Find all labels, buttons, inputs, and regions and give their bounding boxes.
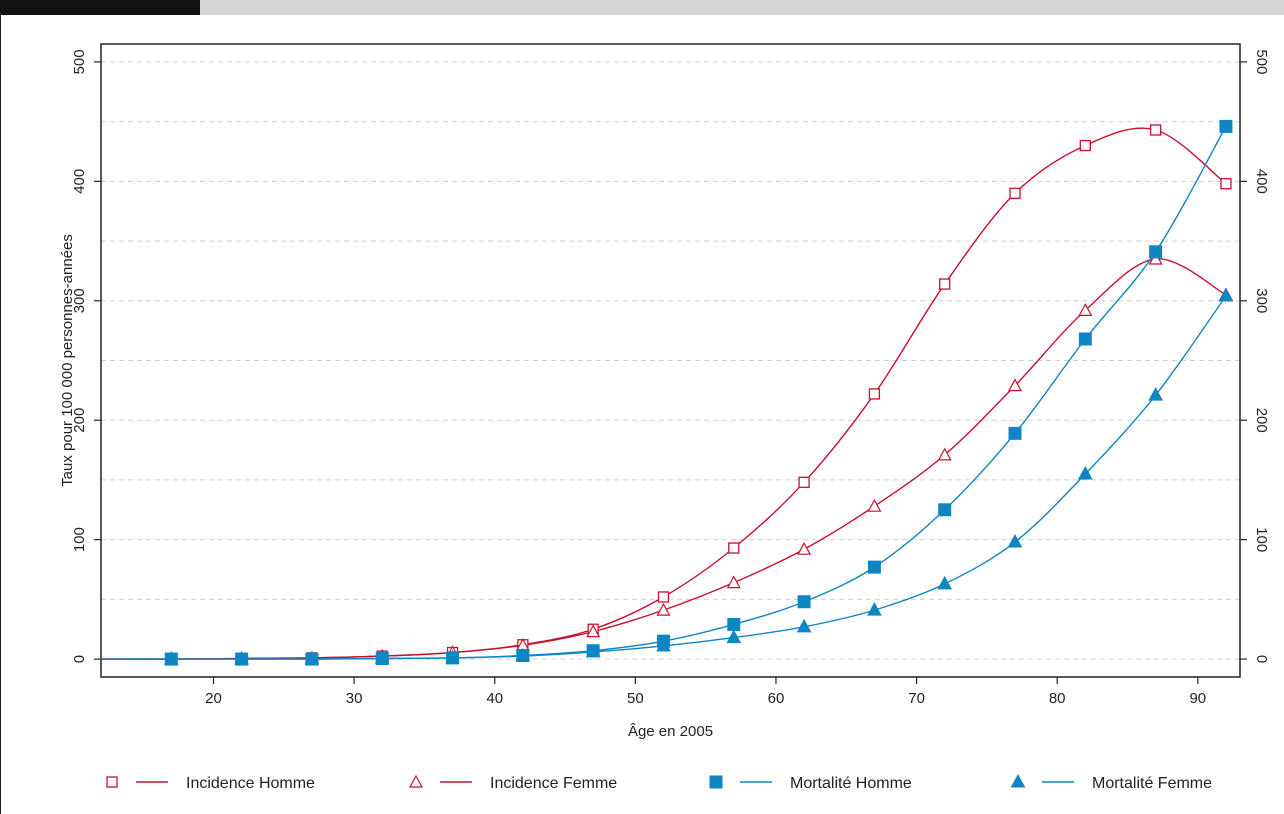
series-line-1: [100, 258, 1227, 660]
y-tick-label: 400: [71, 169, 88, 194]
data-point: [939, 278, 951, 290]
data-point: [1008, 426, 1022, 440]
data-point: [1220, 178, 1232, 190]
data-point: [1078, 332, 1092, 346]
y2-tick-label: 0: [1253, 655, 1270, 663]
data-point: [586, 624, 601, 638]
y-tick-label: 100: [71, 527, 88, 552]
series-markers: [163, 119, 1234, 666]
data-point: [304, 651, 320, 665]
data-point: [1149, 124, 1162, 136]
legend-label: Mortalité Homme: [790, 775, 912, 792]
legend-item: Mortalité Homme: [709, 775, 912, 792]
y-axis-left: 0 100 200 300 400 500: [71, 49, 101, 663]
x-tick-label: 60: [768, 690, 785, 707]
data-point: [657, 591, 670, 603]
x-tick-label: 70: [908, 690, 925, 707]
data-point: [937, 575, 953, 590]
y-tick-label: 200: [71, 408, 88, 433]
data-point: [797, 595, 811, 609]
x-tick-label: 50: [627, 690, 644, 707]
y-tick-label: 500: [71, 49, 88, 74]
plot-frame: [100, 43, 1241, 678]
legend: Incidence Homme Incidence Femme Mortalité …: [106, 773, 1212, 792]
series-lines: [100, 126, 1227, 660]
x-tick-label: 80: [1049, 690, 1066, 707]
data-point: [445, 649, 460, 664]
y2-tick-label: 400: [1253, 169, 1270, 194]
x-tick-label: 20: [205, 690, 222, 707]
x-tick-label: 90: [1189, 690, 1206, 707]
y-axis-right: 0 100 200 300 400 500: [1240, 49, 1270, 663]
x-tick-label: 40: [486, 690, 503, 707]
data-point: [798, 476, 810, 488]
data-point: [728, 542, 740, 554]
legend-item: Incidence Femme: [408, 774, 617, 792]
data-point: [1078, 303, 1093, 316]
legend-label: Mortalité Femme: [1092, 775, 1212, 792]
page-left-rule: [0, 15, 1, 814]
data-point: [1148, 251, 1163, 265]
data-point: [656, 602, 671, 616]
data-point: [374, 650, 390, 664]
legend-item: Incidence Homme: [106, 775, 315, 792]
legend-marker: [408, 774, 424, 788]
legend-item: Mortalité Femme: [1010, 773, 1212, 792]
data-point: [1149, 245, 1163, 259]
legend-label: Incidence Homme: [186, 775, 315, 792]
series-line-3: [101, 295, 1227, 660]
data-point: [234, 651, 249, 665]
data-point: [868, 388, 881, 400]
data-point: [867, 602, 882, 616]
data-point: [1007, 533, 1023, 548]
data-point: [515, 648, 531, 662]
series-line-2: [101, 126, 1227, 660]
data-point: [867, 498, 882, 512]
x-axis: 20 30 40 50 60 70 80 90: [205, 677, 1206, 707]
y-tick-label: 300: [71, 288, 88, 313]
legend-marker: [106, 776, 118, 788]
grid: [101, 61, 1240, 660]
data-point: [163, 651, 179, 665]
data-point: [797, 541, 812, 555]
data-point: [937, 447, 952, 461]
header-band-accent: [0, 0, 200, 15]
y2-tick-label: 100: [1253, 527, 1270, 552]
data-point: [585, 643, 601, 658]
y-axis-title: Taux pour 100 000 personnes-années: [59, 234, 76, 487]
data-point: [727, 617, 741, 631]
data-point: [938, 503, 952, 517]
data-point: [726, 575, 741, 589]
y2-tick-label: 300: [1253, 288, 1270, 313]
series-line-0: [100, 127, 1227, 660]
header-band: [0, 0, 1284, 15]
x-tick-label: 30: [346, 690, 363, 707]
data-point: [1077, 465, 1093, 480]
y2-tick-label: 500: [1253, 49, 1270, 74]
legend-marker: [709, 775, 723, 789]
data-point: [1218, 287, 1234, 302]
y2-tick-label: 200: [1253, 408, 1270, 433]
data-point: [656, 637, 671, 652]
data-point: [867, 560, 881, 574]
y-tick-label: 0: [71, 655, 88, 663]
data-point: [1009, 187, 1021, 199]
x-axis-title: Âge en 2005: [628, 723, 713, 740]
legend-label: Incidence Femme: [490, 775, 617, 792]
data-point: [1008, 378, 1023, 392]
data-point: [1219, 119, 1233, 133]
data-point: [1079, 139, 1091, 152]
legend-marker: [1010, 773, 1026, 788]
data-point: [726, 629, 742, 644]
data-point: [1148, 387, 1163, 401]
data-point: [796, 618, 812, 633]
